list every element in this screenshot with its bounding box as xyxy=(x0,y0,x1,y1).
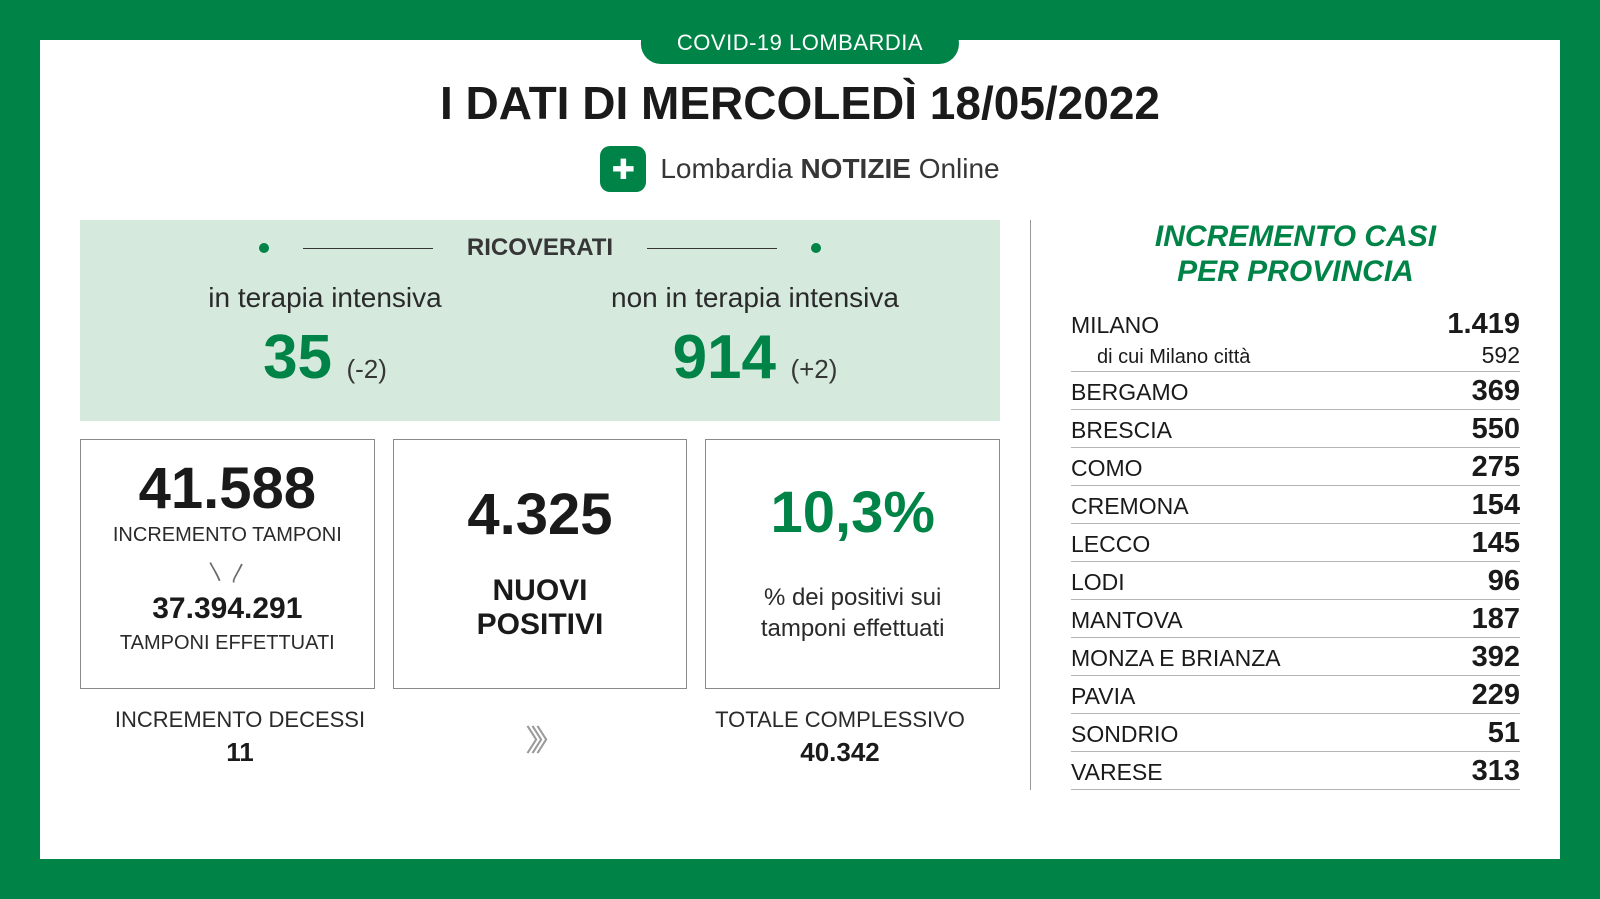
line-icon xyxy=(303,248,433,249)
province-row: MANTOVA 187 xyxy=(1071,600,1520,638)
totale-decessi-value: 40.342 xyxy=(690,737,990,768)
logo-text-3: Online xyxy=(919,153,1000,184)
logo-icon: ✚ xyxy=(600,146,646,192)
nuovi-positivi-label: NUOVIPOSITIVI xyxy=(477,574,604,643)
province-name: LODI xyxy=(1071,569,1125,596)
province-list: MILANO 1.419 di cui Milano città 592 BERGAMO… xyxy=(1071,305,1520,790)
intensiva-delta: (-2) xyxy=(346,354,386,384)
arrows-icon: 〉〉〉 xyxy=(390,716,690,760)
stat-row: 41.588 INCREMENTO TAMPONI 〵 〳 37.394.291… xyxy=(80,439,1000,689)
province-sub-name: di cui Milano città xyxy=(1071,346,1250,369)
province-value: 229 xyxy=(1472,679,1520,712)
province-value: 275 xyxy=(1472,451,1520,484)
province-row: COMO 275 xyxy=(1071,448,1520,486)
non-intensiva-label: non in terapia intensiva xyxy=(540,282,970,314)
logo-text-2: NOTIZIE xyxy=(800,153,910,184)
province-row: BRESCIA 550 xyxy=(1071,410,1520,448)
province-name: MILANO xyxy=(1071,312,1159,339)
dot-icon xyxy=(259,243,269,253)
outer-frame: COVID-19 LOMBARDIA I DATI DI MERCOLEDÌ 1… xyxy=(0,0,1600,899)
province-value: 313 xyxy=(1472,755,1520,788)
province-value: 51 xyxy=(1488,717,1520,750)
province-value: 154 xyxy=(1472,489,1520,522)
province-row: MILANO 1.419 xyxy=(1071,305,1520,342)
decessi-row: INCREMENTO DECESSI 11 〉〉〉 TOTALE COMPLES… xyxy=(80,707,1000,768)
incremento-decessi: INCREMENTO DECESSI 11 xyxy=(90,707,390,768)
intensiva-label: in terapia intensiva xyxy=(110,282,540,314)
province-sub-value: 592 xyxy=(1482,342,1520,369)
totale-tamponi-label: TAMPONI EFFETTUATI xyxy=(120,632,335,655)
province-value: 187 xyxy=(1472,603,1520,636)
province-row: LECCO 145 xyxy=(1071,524,1520,562)
incremento-tamponi-value: 41.588 xyxy=(139,460,316,518)
incremento-decessi-label: INCREMENTO DECESSI xyxy=(90,707,390,733)
province-row: VARESE 313 xyxy=(1071,752,1520,790)
province-row: MONZA E BRIANZA 392 xyxy=(1071,638,1520,676)
tamponi-box: 41.588 INCREMENTO TAMPONI 〵 〳 37.394.291… xyxy=(80,439,375,689)
province-value: 392 xyxy=(1472,641,1520,674)
province-name: SONDRIO xyxy=(1071,721,1178,748)
nuovi-positivi-box: 4.325 NUOVIPOSITIVI xyxy=(393,439,688,689)
non-intensiva-delta: (+2) xyxy=(790,354,837,384)
province-value: 1.419 xyxy=(1447,308,1520,341)
header-tab: COVID-19 LOMBARDIA xyxy=(641,22,959,64)
inner-card: COVID-19 LOMBARDIA I DATI DI MERCOLEDÌ 1… xyxy=(40,40,1560,859)
province-title: INCREMENTO CASIPER PROVINCIA xyxy=(1071,220,1520,289)
chevron-down-icon: 〵 〳 xyxy=(206,557,249,586)
positivity-label: % dei positivi suitamponi effettuati xyxy=(761,582,945,644)
logo-text-1: Lombardia xyxy=(660,153,792,184)
ricoverati-box: RICOVERATI in terapia intensiva 35 (-2) … xyxy=(80,220,1000,421)
content-columns: RICOVERATI in terapia intensiva 35 (-2) … xyxy=(80,220,1520,790)
province-name: LECCO xyxy=(1071,531,1150,558)
province-row: BERGAMO 369 xyxy=(1071,372,1520,410)
incremento-decessi-value: 11 xyxy=(90,737,390,768)
ricoverati-label: RICOVERATI xyxy=(467,234,613,262)
province-name: BRESCIA xyxy=(1071,417,1172,444)
province-row: CREMONA 154 xyxy=(1071,486,1520,524)
province-row: LODI 96 xyxy=(1071,562,1520,600)
province-name: MONZA E BRIANZA xyxy=(1071,645,1281,672)
totale-tamponi-value: 37.394.291 xyxy=(152,592,302,626)
line-icon xyxy=(647,248,777,249)
province-name: MANTOVA xyxy=(1071,607,1183,634)
incremento-tamponi-label: INCREMENTO TAMPONI xyxy=(113,524,342,547)
province-column: INCREMENTO CASIPER PROVINCIA MILANO 1.419… xyxy=(1030,220,1520,790)
province-name: CREMONA xyxy=(1071,493,1189,520)
province-value: 369 xyxy=(1472,375,1520,408)
intensiva-value: 35 xyxy=(263,322,332,393)
province-name: COMO xyxy=(1071,455,1143,482)
positivity-value: 10,3% xyxy=(770,484,934,542)
logo-row: ✚ Lombardia NOTIZIE Online xyxy=(80,146,1520,192)
totale-decessi: TOTALE COMPLESSIVO 40.342 xyxy=(690,707,990,768)
province-name: PAVIA xyxy=(1071,683,1135,710)
province-row: SONDRIO 51 xyxy=(1071,714,1520,752)
province-row: PAVIA 229 xyxy=(1071,676,1520,714)
non-intensiva-value: 914 xyxy=(673,322,776,393)
left-column: RICOVERATI in terapia intensiva 35 (-2) … xyxy=(80,220,1000,790)
province-name: BERGAMO xyxy=(1071,379,1189,406)
dot-icon xyxy=(811,243,821,253)
nuovi-positivi-value: 4.325 xyxy=(467,486,612,544)
province-value: 550 xyxy=(1472,413,1520,446)
ricoverati-header: RICOVERATI xyxy=(80,234,1000,262)
province-value: 96 xyxy=(1488,565,1520,598)
positivity-box: 10,3% % dei positivi suitamponi effettua… xyxy=(705,439,1000,689)
logo-text: Lombardia NOTIZIE Online xyxy=(660,153,999,185)
province-name: VARESE xyxy=(1071,759,1163,786)
province-value: 145 xyxy=(1472,527,1520,560)
province-subrow: di cui Milano città 592 xyxy=(1071,342,1520,372)
totale-decessi-label: TOTALE COMPLESSIVO xyxy=(690,707,990,733)
